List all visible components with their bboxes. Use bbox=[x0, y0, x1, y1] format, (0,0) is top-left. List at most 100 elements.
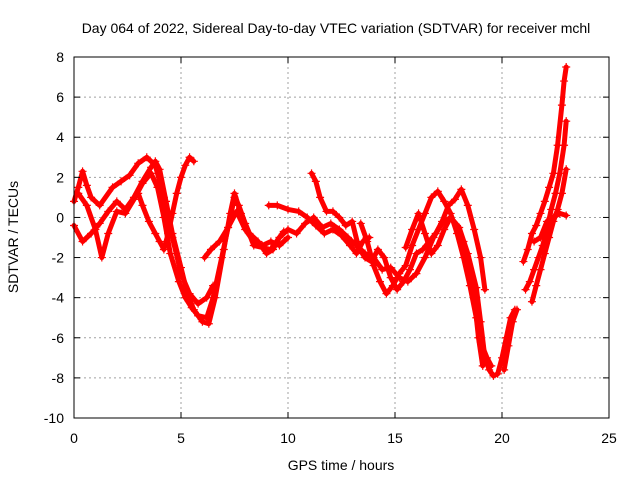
data-point-marker bbox=[275, 241, 284, 250]
data-point-marker bbox=[335, 213, 344, 222]
data-point-marker bbox=[382, 289, 391, 298]
data-point-marker bbox=[414, 209, 423, 218]
chart-title: Day 064 of 2022, Sidereal Day-to-day VTE… bbox=[82, 20, 591, 36]
series-line bbox=[501, 307, 520, 373]
data-point-marker bbox=[440, 225, 449, 234]
data-point-marker bbox=[147, 169, 156, 178]
x-tick-label: 5 bbox=[177, 430, 185, 446]
plot-frame bbox=[73, 56, 610, 419]
data-point-marker bbox=[112, 197, 121, 206]
data-point-marker bbox=[489, 371, 498, 380]
data-point-marker bbox=[112, 207, 121, 216]
series-track-4 bbox=[134, 153, 198, 254]
data-point-marker bbox=[108, 183, 117, 192]
data-point-marker bbox=[470, 225, 479, 234]
series-line bbox=[403, 210, 486, 369]
data-point-marker bbox=[328, 225, 337, 234]
x-tick-label: 25 bbox=[601, 430, 617, 446]
data-point-marker bbox=[151, 157, 160, 166]
data-point-marker bbox=[303, 213, 312, 222]
data-point-marker bbox=[401, 261, 410, 270]
data-point-marker bbox=[155, 237, 164, 246]
series-track-5 bbox=[200, 207, 292, 262]
data-point-marker bbox=[284, 205, 292, 214]
series-line bbox=[520, 64, 569, 265]
data-point-marker bbox=[162, 197, 171, 206]
data-point-marker bbox=[74, 189, 83, 198]
y-tick-label: 6 bbox=[56, 89, 64, 105]
data-point-marker bbox=[540, 197, 549, 206]
series-track-14 bbox=[530, 209, 571, 246]
data-point-marker bbox=[153, 183, 162, 192]
data-point-marker bbox=[82, 181, 91, 190]
data-point-marker bbox=[215, 237, 224, 246]
y-tick-label: -8 bbox=[52, 370, 65, 386]
data-point-marker bbox=[388, 281, 397, 290]
data-point-marker bbox=[194, 299, 203, 308]
data-point-marker bbox=[177, 263, 185, 272]
data-point-marker bbox=[284, 225, 292, 234]
data-point-marker bbox=[363, 237, 372, 246]
data-point-marker bbox=[542, 217, 551, 226]
data-point-marker bbox=[181, 293, 190, 302]
data-point-marker bbox=[560, 141, 569, 150]
data-point-marker bbox=[104, 229, 113, 238]
data-point-marker bbox=[117, 177, 126, 186]
data-point-marker bbox=[129, 195, 138, 204]
series-track-7 bbox=[307, 169, 489, 294]
data-point-marker bbox=[91, 225, 100, 234]
data-point-marker bbox=[361, 253, 370, 262]
data-point-marker bbox=[395, 269, 404, 278]
data-point-marker bbox=[138, 179, 147, 188]
data-point-marker bbox=[560, 77, 569, 86]
data-point-marker bbox=[440, 197, 449, 206]
data-point-marker bbox=[172, 189, 181, 198]
data-point-marker bbox=[427, 249, 436, 258]
data-point-marker bbox=[562, 117, 571, 126]
data-point-marker bbox=[82, 201, 91, 210]
data-point-marker bbox=[380, 253, 389, 262]
data-point-marker bbox=[545, 183, 554, 192]
data-point-marker bbox=[232, 207, 241, 216]
data-point-marker bbox=[453, 221, 462, 230]
data-series bbox=[70, 63, 571, 380]
grid-lines bbox=[74, 57, 609, 418]
data-point-marker bbox=[194, 311, 203, 320]
data-point-marker bbox=[134, 189, 143, 198]
data-point-marker bbox=[224, 223, 233, 232]
data-point-marker bbox=[328, 207, 337, 216]
data-point-marker bbox=[530, 237, 539, 246]
series-track-11 bbox=[519, 63, 571, 266]
data-point-marker bbox=[311, 177, 320, 186]
data-point-marker bbox=[249, 237, 258, 246]
y-axis-label: SDTVAR / TECUs bbox=[5, 181, 21, 293]
series-track-9 bbox=[401, 209, 487, 370]
data-point-marker bbox=[189, 157, 198, 166]
data-point-marker bbox=[348, 217, 357, 226]
data-point-marker bbox=[532, 281, 541, 290]
data-point-marker bbox=[420, 253, 429, 262]
data-point-marker bbox=[202, 313, 211, 322]
data-point-marker bbox=[483, 353, 492, 362]
data-point-marker bbox=[562, 211, 571, 220]
data-point-marker bbox=[181, 161, 190, 170]
data-point-marker bbox=[557, 101, 566, 110]
data-point-marker bbox=[399, 277, 408, 286]
data-point-marker bbox=[534, 253, 543, 262]
y-tick-label: 4 bbox=[56, 129, 64, 145]
data-point-marker bbox=[168, 209, 177, 218]
data-point-marker bbox=[373, 245, 382, 254]
x-tick-label: 15 bbox=[387, 430, 403, 446]
data-point-marker bbox=[476, 253, 485, 262]
x-tick-label: 10 bbox=[280, 430, 296, 446]
data-point-marker bbox=[326, 219, 335, 228]
data-point-marker bbox=[487, 361, 496, 370]
data-point-marker bbox=[151, 229, 160, 238]
data-point-marker bbox=[142, 153, 151, 162]
data-point-marker bbox=[217, 253, 226, 262]
data-point-marker bbox=[540, 249, 549, 258]
data-point-marker bbox=[121, 209, 130, 218]
data-point-marker bbox=[316, 193, 325, 202]
x-tick-label: 0 bbox=[70, 430, 78, 446]
data-point-marker bbox=[266, 237, 275, 246]
